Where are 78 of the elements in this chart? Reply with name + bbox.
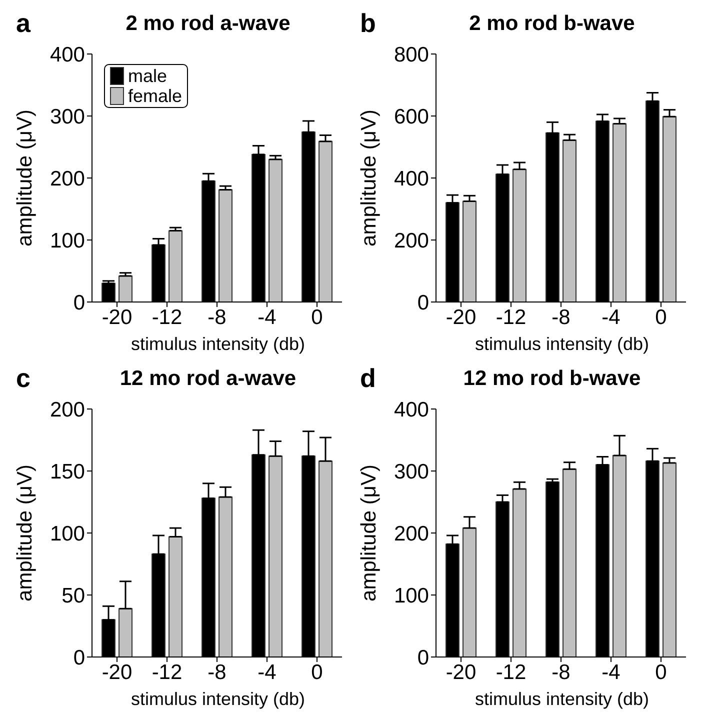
bar xyxy=(218,189,232,302)
y-tick-label: 100 xyxy=(394,584,429,608)
y-tick-label: 200 xyxy=(394,522,429,546)
bar xyxy=(562,140,576,302)
text: b xyxy=(360,8,376,39)
y-tick-label: 200 xyxy=(50,398,85,422)
y-axis-title: amplitude (μV) xyxy=(13,464,36,602)
x-axis-title: stimulus intensity (db) xyxy=(474,334,650,355)
text: d xyxy=(360,363,376,394)
x-axis-title: stimulus intensity (db) xyxy=(130,689,306,710)
x-axis-title: stimulus intensity (db) xyxy=(130,334,306,355)
y-tick-label: 0 xyxy=(417,646,429,670)
bar xyxy=(118,608,132,657)
x-axis-title: stimulus intensity (db) xyxy=(474,689,650,710)
x-tick-label: -4 xyxy=(602,306,621,329)
x-tick-label: -8 xyxy=(552,306,570,329)
x-tick-label: 0 xyxy=(655,306,667,329)
x-tick-label: 0 xyxy=(655,660,667,684)
bar xyxy=(562,468,576,657)
y-tick-label: 200 xyxy=(394,229,429,252)
x-tick-label: -4 xyxy=(602,660,621,684)
x-tick-label: -20 xyxy=(446,306,476,329)
y-tick-label: 800 xyxy=(394,43,429,66)
bar xyxy=(512,168,526,302)
x-tick-label: 0 xyxy=(311,660,323,684)
x-tick-label: -20 xyxy=(102,306,132,329)
y-tick-label: 200 xyxy=(50,167,85,190)
chart-title: 2 mo rod a-wave xyxy=(124,12,292,36)
y-tick-label: 400 xyxy=(50,43,85,66)
bar xyxy=(462,200,476,302)
y-tick-label: 300 xyxy=(394,460,429,484)
legend-label: male xyxy=(128,66,168,86)
y-tick-label: 150 xyxy=(50,460,85,484)
x-tick-label: -8 xyxy=(208,660,226,684)
bar xyxy=(168,230,182,302)
bar xyxy=(118,275,132,302)
x-tick-label: -8 xyxy=(552,660,570,684)
chart-title: 12 mo rod a-wave xyxy=(118,367,298,391)
bar xyxy=(512,488,526,657)
bar xyxy=(318,460,332,657)
x-tick-label: -4 xyxy=(258,660,277,684)
bar xyxy=(662,462,676,657)
chart-title: 2 mo rod b-wave xyxy=(468,12,636,36)
chart-title: 12 mo rod b-wave xyxy=(462,367,642,391)
bar xyxy=(662,116,676,302)
bar xyxy=(268,158,282,302)
y-tick-label: 400 xyxy=(394,398,429,422)
y-tick-label: 0 xyxy=(73,291,85,314)
bar xyxy=(218,496,232,657)
y-tick-label: 100 xyxy=(50,229,85,252)
y-tick-label: 50 xyxy=(62,584,85,608)
text: c xyxy=(16,363,30,394)
bar xyxy=(318,140,332,302)
y-tick-label: 600 xyxy=(394,105,429,128)
bar xyxy=(612,123,626,302)
x-tick-label: -4 xyxy=(258,306,277,329)
x-tick-label: -12 xyxy=(496,306,526,329)
x-tick-label: 0 xyxy=(311,306,323,329)
legend-label: female xyxy=(128,86,182,106)
y-tick-label: 100 xyxy=(50,522,85,546)
bar xyxy=(268,456,282,657)
y-tick-label: 0 xyxy=(73,646,85,670)
y-axis-title: amplitude (μV) xyxy=(357,110,380,246)
bar xyxy=(612,455,626,657)
x-tick-label: -8 xyxy=(208,306,226,329)
x-tick-label: -12 xyxy=(152,306,182,329)
x-tick-label: -12 xyxy=(152,660,182,684)
bar xyxy=(462,528,476,657)
bar xyxy=(168,536,182,657)
y-axis-title: amplitude (μV) xyxy=(13,110,36,246)
x-tick-label: -20 xyxy=(446,660,476,684)
y-axis-title: amplitude (μV) xyxy=(357,464,380,602)
y-tick-label: 300 xyxy=(50,105,85,128)
y-tick-label: 0 xyxy=(417,291,429,314)
text: a xyxy=(16,8,30,39)
y-tick-label: 400 xyxy=(394,167,429,190)
x-tick-label: -12 xyxy=(496,660,526,684)
x-tick-label: -20 xyxy=(102,660,132,684)
